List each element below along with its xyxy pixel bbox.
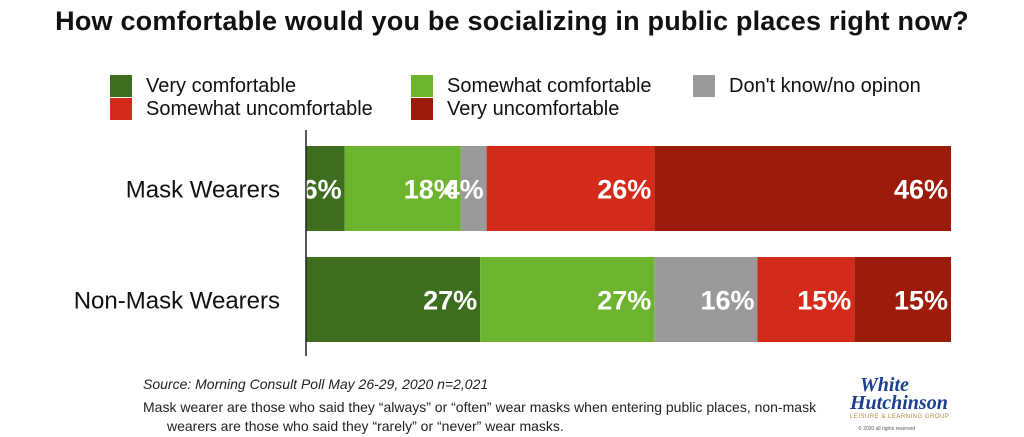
legend-label: Somewhat comfortable [447, 74, 652, 97]
data-label: 27% [423, 286, 477, 316]
stacked-bar-chart: Mask Wearers 6% 18%4% 26% 46% Non-Mask Wearer… [74, 130, 951, 356]
legend-item-dont-know: Don't know/no opinon [693, 74, 921, 98]
bar-segment [306, 257, 481, 342]
legend-item-very-uncomfortable: Very uncomfortable [411, 97, 619, 121]
logo-copyright: © 2020 all rights reserved [858, 426, 916, 432]
data-label: 15% [894, 286, 948, 316]
data-label: 6% [303, 175, 342, 205]
legend-swatch-somewhat-comfortable [411, 75, 433, 97]
legend-item-somewhat-comfortable: Somewhat comfortable [411, 74, 652, 98]
bar-segment [757, 257, 855, 342]
data-label: 26% [597, 175, 651, 205]
legend-swatch-dont-know [693, 75, 715, 97]
legend-swatch-very-comfortable [110, 75, 132, 97]
bar-segment [460, 146, 487, 231]
bar-segment [486, 146, 655, 231]
definition-note: Mask wearer are those who said they “alw… [143, 398, 863, 436]
logo-word-hutchinson: Hutchinson [850, 392, 948, 414]
category-label: Non-Mask Wearers [74, 288, 280, 315]
definition-note-line1: Mask wearer are those who said they “alw… [143, 399, 817, 415]
legend-label: Very uncomfortable [447, 97, 620, 120]
chart-title: How comfortable would you be socializing… [55, 6, 969, 36]
data-label: 16% [700, 286, 754, 316]
bar-segment [654, 146, 951, 231]
data-label: 15% [797, 286, 851, 316]
category-label: Mask Wearers [126, 177, 280, 204]
definition-note-line2: wearers are those who said they “rarely”… [167, 418, 564, 434]
source-note: Source: Morning Consult Poll May 26-29, … [143, 376, 489, 392]
bar-segment [480, 257, 655, 342]
legend-label: Don't know/no opinon [729, 74, 921, 97]
data-label: 27% [597, 286, 651, 316]
legend-item-very-comfortable: Very comfortable [110, 74, 296, 98]
data-label: 4% [445, 175, 484, 205]
legend-swatch-somewhat-uncomfortable [110, 98, 132, 120]
white-hutchinson-logo: White Hutchinson LEISURE & LEARNING GROU… [850, 374, 960, 434]
legend-label: Very comfortable [146, 74, 297, 97]
logo-word-white: White [860, 374, 909, 396]
bar-segment [306, 146, 345, 231]
legend-label: Somewhat uncomfortable [146, 97, 373, 120]
data-label: 18% [404, 175, 458, 205]
legend-item-somewhat-uncomfortable: Somewhat uncomfortable [110, 97, 373, 121]
bar-segment [654, 257, 758, 342]
bar-segment [854, 257, 951, 342]
legend-swatch-very-uncomfortable [411, 98, 433, 120]
logo-tagline: LEISURE & LEARNING GROUP [850, 414, 950, 420]
bar-segment [344, 146, 461, 231]
data-label: 46% [894, 175, 948, 205]
